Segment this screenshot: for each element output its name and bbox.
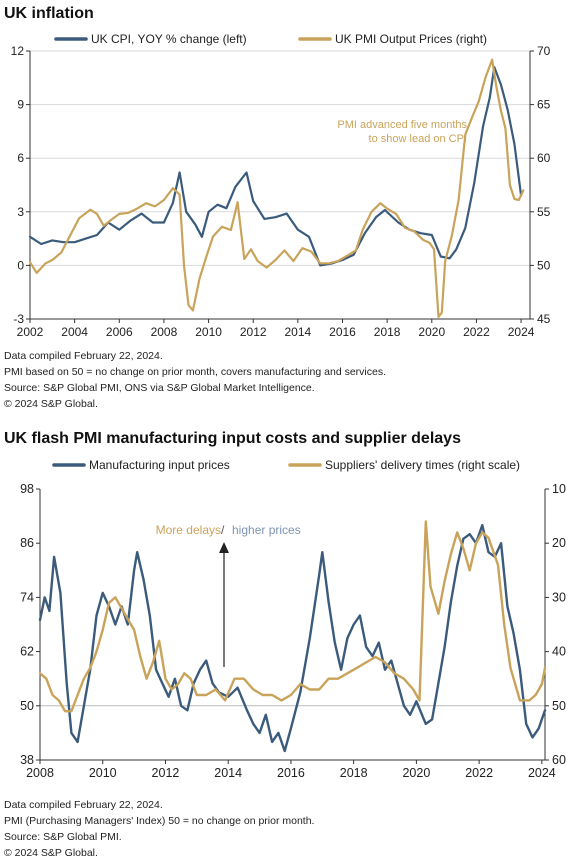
note-line: Source: S&P Global PMI. xyxy=(4,831,122,843)
right-tick-label: 60 xyxy=(537,151,551,165)
legend-label: Suppliers' delivery times (right scale) xyxy=(325,458,520,472)
annotation-text: PMI advanced five months xyxy=(337,119,467,131)
x-tick-label: 2022 xyxy=(463,325,490,339)
legend-label: UK CPI, YOY % change (left) xyxy=(91,32,247,46)
x-tick-label: 2008 xyxy=(26,766,54,780)
x-tick-label: 2020 xyxy=(418,325,445,339)
chart-notes: Data compiled February 22, 2024. PMI (Pu… xyxy=(4,797,314,861)
annotation-text: to show lead on CPI xyxy=(369,133,467,145)
series-line-secondary xyxy=(28,58,525,318)
chart-title: UK inflation xyxy=(4,5,94,22)
right-tick-label: 55 xyxy=(537,205,551,219)
x-tick-label: 2016 xyxy=(277,766,305,780)
left-tick-label: 0 xyxy=(17,258,24,272)
x-tick-label: 2016 xyxy=(329,325,356,339)
right-tick-label: 65 xyxy=(537,98,551,112)
annotation-text-delays: More delays xyxy=(156,523,221,537)
left-tick-label: 38 xyxy=(20,753,34,767)
note-line: © 2024 S&P Global. xyxy=(4,398,98,410)
left-tick-label: -3 xyxy=(13,312,24,326)
left-tick-label: 6 xyxy=(17,151,24,165)
x-tick-label: 2024 xyxy=(528,766,556,780)
chart-uk-flash-pmi: 38 50 62 74 86 98 10 20 30 40 50 60 2008 2010 2012 2014… xyxy=(20,458,566,780)
x-tick-label: 2010 xyxy=(89,766,117,780)
note-line: PMI (Purchasing Managers' Index) 50 = no… xyxy=(4,815,315,827)
series-line-primary xyxy=(38,523,547,753)
x-tick-label: 2010 xyxy=(195,325,222,339)
chart-notes: Data compiled February 22, 2024. PMI bas… xyxy=(4,348,386,412)
chart-uk-inflation: -3 0 3 6 9 12 45 50 55 60 65 70 2002 2004 2006 2008 2010… xyxy=(11,32,551,339)
x-tick-label: 2012 xyxy=(240,325,267,339)
chart-panel-uk-inflation: UK inflation -3 0 3 6 9 12 45 50 55 60 65 70 2002 200… xyxy=(0,0,588,430)
chart-panel-uk-flash-pmi: UK flash PMI manufacturing input costs a… xyxy=(0,430,588,867)
legend-label: Manufacturing input prices xyxy=(89,458,230,472)
x-tick-label: 2008 xyxy=(151,325,178,339)
left-tick-label: 86 xyxy=(20,536,34,550)
x-tick-label: 2022 xyxy=(465,766,493,780)
note-line: Data compiled February 22, 2024. xyxy=(4,350,163,362)
note-line: Data compiled February 22, 2024. xyxy=(4,799,163,811)
left-tick-label: 3 xyxy=(17,205,24,219)
left-tick-label: 50 xyxy=(20,699,34,713)
annotation-text-prices: higher prices xyxy=(232,523,301,537)
note-line: Source: S&P Global PMI, ONS via S&P Glob… xyxy=(4,382,315,394)
right-tick-label: 60 xyxy=(552,753,566,767)
x-tick-label: 2012 xyxy=(152,766,180,780)
right-tick-label: 10 xyxy=(552,482,566,496)
series-line-primary xyxy=(28,65,523,267)
series-line-secondary xyxy=(38,520,547,713)
right-tick-label: 40 xyxy=(552,645,566,659)
note-line: © 2024 S&P Global. xyxy=(4,847,98,859)
left-tick-label: 62 xyxy=(20,645,34,659)
x-tick-label: 2014 xyxy=(214,766,242,780)
x-tick-label: 2014 xyxy=(285,325,312,339)
left-tick-label: 74 xyxy=(20,590,34,604)
right-tick-label: 45 xyxy=(537,312,551,326)
x-tick-label: 2018 xyxy=(340,766,368,780)
legend-label: UK PMI Output Prices (right) xyxy=(335,32,487,46)
right-tick-label: 20 xyxy=(552,536,566,550)
x-tick-label: 2024 xyxy=(508,325,535,339)
right-tick-label: 50 xyxy=(537,258,551,272)
left-tick-label: 12 xyxy=(11,44,25,58)
note-line: PMI based on 50 = no change on prior mon… xyxy=(4,366,387,378)
x-tick-label: 2004 xyxy=(61,325,88,339)
annotation-separator: / xyxy=(221,523,225,537)
x-tick-label: 2020 xyxy=(402,766,430,780)
chart-title: UK flash PMI manufacturing input costs a… xyxy=(4,430,461,447)
x-tick-label: 2002 xyxy=(17,325,44,339)
x-tick-label: 2018 xyxy=(374,325,401,339)
right-tick-label: 50 xyxy=(552,699,566,713)
x-tick-label: 2006 xyxy=(106,325,133,339)
left-tick-label: 9 xyxy=(17,98,24,112)
right-tick-label: 30 xyxy=(552,590,566,604)
left-tick-label: 98 xyxy=(20,482,34,496)
right-tick-label: 70 xyxy=(537,44,551,58)
annotation-arrow-head xyxy=(219,542,229,553)
